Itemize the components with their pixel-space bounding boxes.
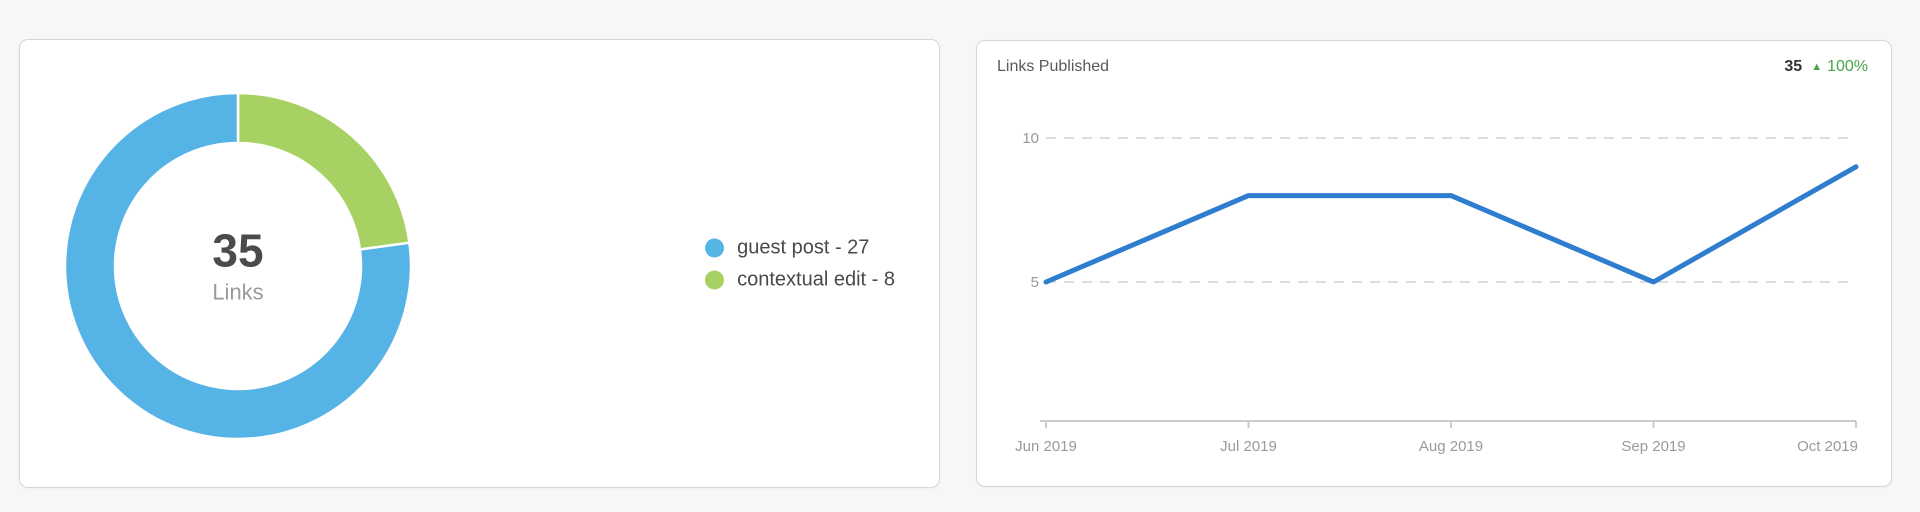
legend-label: guest post - 27	[737, 236, 870, 258]
y-axis-label: 5	[1031, 274, 1039, 291]
stat-delta: 100%	[1827, 58, 1868, 75]
legend-dot-icon	[705, 238, 725, 257]
y-axis-label: 10	[1022, 130, 1039, 147]
x-axis-label: Sep 2019	[1621, 438, 1685, 455]
line-chart-svg: 5 10 Jun 2019 Jul 2019 Aug 2019 Sep 2019 Oct 2…	[1015, 130, 1859, 455]
stat-value: 35	[1784, 58, 1803, 75]
stat-summary: 35 ▲ 100%	[1784, 58, 1868, 76]
links-by-type-card: 35 Links guest post - 27 contextual edit …	[19, 39, 940, 488]
legend-item-guest-post[interactable]: guest post - 27	[705, 236, 895, 259]
donut-chart-svg	[63, 91, 413, 441]
chart-title: Links Published	[997, 58, 1110, 75]
series-line-links-published[interactable]	[1043, 164, 1859, 285]
donut-legend: guest post - 27 contextual edit - 8	[705, 227, 895, 300]
x-axis-label: Jun 2019	[1015, 438, 1077, 455]
legend-label: contextual edit - 8	[737, 268, 895, 290]
arrow-up-icon: ▲	[1811, 61, 1823, 73]
donut-slice-guest-post[interactable]	[63, 91, 413, 441]
x-axis-label: Aug 2019	[1419, 438, 1483, 455]
links-published-card: Links Published 35 ▲ 100% 5 10 Jun 2019 Jul…	[976, 40, 1892, 487]
donut-slice-contextual-edit[interactable]	[236, 91, 411, 251]
x-axis-label: Oct 2019	[1797, 438, 1858, 455]
x-axis-label: Jul 2019	[1220, 438, 1277, 455]
legend-dot-icon	[705, 270, 725, 289]
legend-item-contextual-edit[interactable]: contextual edit - 8	[705, 268, 895, 291]
